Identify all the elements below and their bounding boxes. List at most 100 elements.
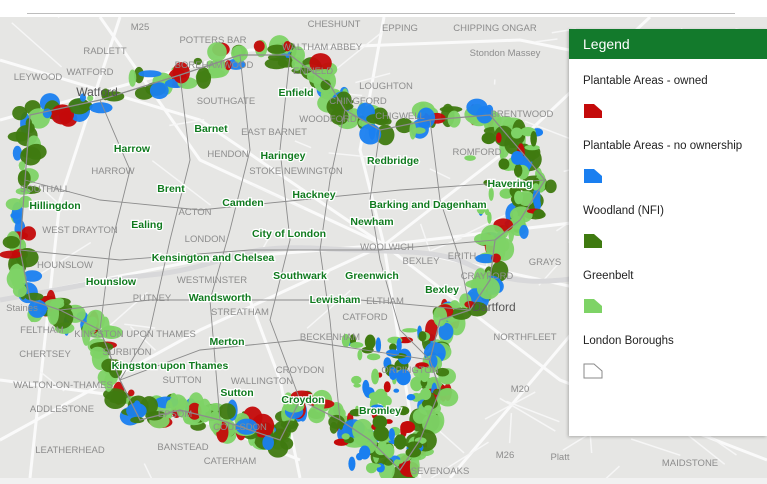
legend-swatch-fill-icon xyxy=(584,169,602,183)
borough-labels: Enfield Barnet Harrow Haringey Redbridge Bren… xyxy=(28,86,534,419)
top-divider xyxy=(27,13,735,14)
map-area-patch xyxy=(534,197,541,212)
town-label: EPSOM xyxy=(158,409,192,420)
map-area-patch xyxy=(495,132,502,144)
minor-road xyxy=(57,0,70,19)
map-area-patch xyxy=(396,369,411,386)
map-area-patch xyxy=(320,79,331,91)
town-label: WALLINGTON xyxy=(231,376,293,387)
town-label: CHERTSEY xyxy=(19,349,71,360)
town-label: BOREHAMWOOD xyxy=(175,60,254,71)
borough-boundary xyxy=(269,54,301,401)
town-label: CHIPPING ONGAR xyxy=(453,23,537,34)
map-area-patch xyxy=(309,53,332,73)
borough-label: Bromley xyxy=(359,405,401,417)
map-area-patch xyxy=(362,379,370,395)
minor-road xyxy=(294,140,312,149)
town-label: WALTHAM ABBEY xyxy=(282,42,363,53)
town-label: FELTHAM xyxy=(20,325,64,336)
london-outline xyxy=(19,54,546,471)
legend-swatch-fill-icon xyxy=(584,104,602,118)
map-area-patch xyxy=(487,211,492,224)
legend-item: Plantable Areas - no ownership xyxy=(569,140,767,189)
map-area-patch xyxy=(488,187,494,201)
map-area-patch xyxy=(134,86,154,100)
map-area-patch xyxy=(87,95,94,102)
map-area-patch xyxy=(498,158,510,170)
town-label: Stondon Massey xyxy=(470,48,541,59)
borough-boundary xyxy=(19,239,496,261)
town-labels: M25 CHESHUNT EPPING CHIPPING ONGAR POTTERS B… xyxy=(6,19,718,477)
map-area-patch xyxy=(210,59,226,70)
minor-road xyxy=(39,371,65,392)
map-area-patch xyxy=(544,179,557,194)
town-label: STREATHAM xyxy=(211,307,269,318)
map-area-patch xyxy=(267,44,288,54)
map-area-patch xyxy=(438,322,454,341)
map-area-patch xyxy=(353,383,361,388)
map-area-patch xyxy=(6,268,27,290)
town-label: LONDON xyxy=(185,234,226,245)
map-area-patch xyxy=(59,105,72,125)
legend-item: Plantable Areas - owned xyxy=(569,75,767,124)
map-area-patch xyxy=(433,306,448,327)
map-area-patch xyxy=(128,69,137,87)
town-label: EAST BARNET xyxy=(241,127,307,138)
town-label: NORTHFLEET xyxy=(493,332,556,343)
map-area-patch xyxy=(20,146,42,166)
map-area-patch xyxy=(400,422,408,438)
minor-road xyxy=(419,223,431,252)
map-area-patch xyxy=(402,328,418,333)
map-area-patch xyxy=(207,42,227,62)
map-area-patch xyxy=(10,212,21,219)
minor-road xyxy=(630,438,681,457)
legend-swatch-outline-icon xyxy=(583,363,603,379)
road xyxy=(98,16,385,247)
map-area-patch xyxy=(187,402,202,420)
borough-label: Redbridge xyxy=(367,155,419,167)
town-label: SUTTON xyxy=(163,375,202,386)
map-area-patch xyxy=(524,144,540,151)
borough-label: Harrow xyxy=(114,143,151,155)
map-area-patch xyxy=(514,190,524,205)
town-label: RADLETT xyxy=(83,46,126,57)
town-label: WALTON-ON-THAMES xyxy=(13,380,113,391)
map-area-patch xyxy=(330,102,354,111)
borough-label: Bexley xyxy=(425,284,459,296)
map-area-patch xyxy=(341,333,351,348)
town-label: ERITH xyxy=(448,251,477,262)
borough-label: Hillingdon xyxy=(29,200,80,212)
map-area-patch xyxy=(0,250,22,259)
town-label: CROYDON xyxy=(276,365,325,376)
legend-item-label: Woodland (NFI) xyxy=(583,205,664,217)
map-area-patch xyxy=(396,338,402,353)
map-area-patch xyxy=(24,292,44,301)
town-label: Dartford xyxy=(472,300,515,314)
map-area-patch xyxy=(130,416,145,424)
map-area-patch xyxy=(397,406,410,416)
map-area-patch xyxy=(218,403,236,420)
minor-road xyxy=(430,441,489,479)
map-area-patch xyxy=(12,106,28,121)
map-area-patch xyxy=(138,70,162,78)
borough-boundary xyxy=(119,74,191,381)
map-area-patch xyxy=(409,455,420,478)
minor-road xyxy=(508,412,513,444)
map-area-patch xyxy=(133,66,145,84)
minor-road xyxy=(328,152,382,159)
minor-road xyxy=(499,397,556,432)
map-area-patch xyxy=(484,208,490,216)
town-label: Platt xyxy=(550,452,569,463)
map-area-patch xyxy=(172,62,190,84)
map-area-patch xyxy=(422,414,444,434)
borough-boundary xyxy=(24,179,546,211)
town-label: SEVENOAKS xyxy=(411,466,470,477)
borough-label: Enfield xyxy=(278,87,313,99)
town-label: BECKENHAM xyxy=(300,332,360,343)
map-area-patch xyxy=(89,316,97,335)
town-label: ADDLESTONE xyxy=(30,404,94,415)
map-area-patch xyxy=(208,410,222,433)
map-area-patch xyxy=(388,367,398,381)
town-label: STOKE NEWINGTON xyxy=(249,166,343,177)
map-area-patch xyxy=(424,405,433,411)
